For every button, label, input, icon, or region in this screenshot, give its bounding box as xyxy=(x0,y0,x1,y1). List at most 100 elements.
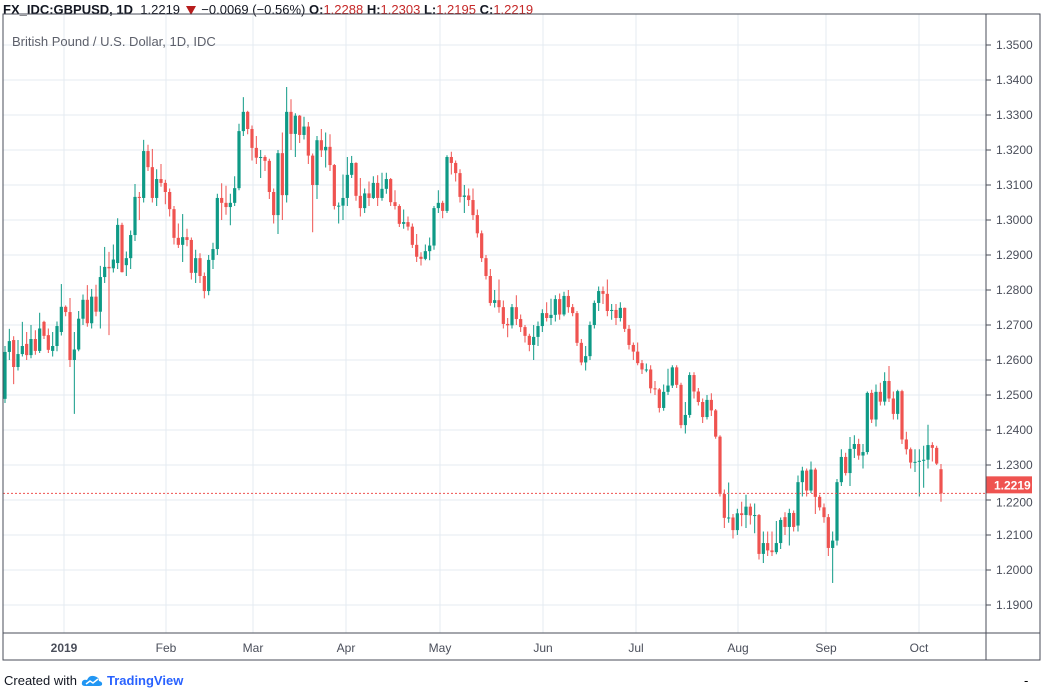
candle-body xyxy=(311,155,315,185)
candle-body xyxy=(142,151,146,198)
price-tick-label: 1.3100 xyxy=(996,178,1033,192)
candle-body xyxy=(33,339,37,351)
candle-body xyxy=(285,111,289,196)
candle-body xyxy=(16,354,20,367)
tradingview-brand[interactable]: TradingView xyxy=(106,673,184,688)
last-price-badge xyxy=(986,476,1032,494)
candle-body xyxy=(415,244,419,257)
candle-body xyxy=(358,195,362,209)
candle-body xyxy=(584,356,588,363)
candle-body xyxy=(267,160,271,192)
candle-body xyxy=(566,295,570,308)
candle-body xyxy=(406,222,410,227)
candle-body xyxy=(3,351,7,399)
candle-body xyxy=(688,375,692,415)
candle-body xyxy=(852,444,856,449)
chart-frame xyxy=(2,13,1041,661)
triangle-down-icon xyxy=(185,6,196,15)
high-value: 1.2303 xyxy=(380,2,421,17)
candle-body xyxy=(302,126,306,135)
candle-body xyxy=(787,512,791,527)
candle-body xyxy=(428,245,432,252)
price-tick-label: 1.2800 xyxy=(996,283,1033,297)
candle-body xyxy=(493,300,497,303)
candlestick-chart[interactable]: 1.3500 1.3400 1.3300 1.3200 1.3100 1.3000 1.29… xyxy=(0,0,1048,668)
symbol-header: FX_IDC:GBPUSD, 1D 1.2219 −0.0069 (−0.56%… xyxy=(3,2,533,17)
candle-body xyxy=(228,202,232,208)
candle-body xyxy=(376,182,380,198)
time-tick-label: Sep xyxy=(815,641,837,655)
candle-body xyxy=(904,439,908,450)
candle-body xyxy=(7,341,11,352)
candle-body xyxy=(272,192,276,216)
candle-body xyxy=(649,369,653,389)
price-tick-label: 1.1900 xyxy=(996,598,1033,612)
candle-body xyxy=(575,313,579,343)
candle-body xyxy=(783,517,787,527)
candle-body xyxy=(597,291,601,303)
candle-body xyxy=(735,513,739,531)
candle-body xyxy=(72,349,76,360)
candle-body xyxy=(293,115,297,134)
candle-body xyxy=(488,276,492,303)
time-tick-label: Oct xyxy=(910,641,929,655)
candle-body xyxy=(20,346,24,355)
candle-body xyxy=(601,291,605,294)
candle-body xyxy=(198,258,202,276)
price-tick-label: 1.3300 xyxy=(996,108,1033,122)
candle-body xyxy=(930,445,934,448)
candle-body xyxy=(306,126,310,156)
candle-body xyxy=(553,299,557,315)
candle-body xyxy=(241,111,245,132)
candle-body xyxy=(878,391,882,402)
candle-body xyxy=(809,469,813,491)
candle-body xyxy=(519,319,523,328)
tradingview-cloud-icon xyxy=(81,675,103,686)
close-value: 1.2219 xyxy=(493,2,534,17)
candle-body xyxy=(675,367,679,385)
candle-body xyxy=(137,196,141,198)
candle-body xyxy=(224,202,228,208)
candle-body xyxy=(38,328,42,351)
candle-body xyxy=(653,388,657,390)
candle-body xyxy=(250,129,254,148)
candle-body xyxy=(618,307,622,318)
candle-body xyxy=(917,460,921,462)
candle-body xyxy=(81,299,85,319)
candle-body xyxy=(436,202,440,209)
footer-dash: - xyxy=(1024,673,1029,688)
time-tick-label: Apr xyxy=(337,641,356,655)
footer: Created with TradingView xyxy=(4,673,183,688)
price-tick-label: 1.2500 xyxy=(996,388,1033,402)
candle-body xyxy=(610,309,614,311)
candle-body xyxy=(103,266,107,278)
candle-body xyxy=(670,367,674,386)
candle-body xyxy=(328,146,332,166)
candle-body xyxy=(337,205,341,207)
candle-body xyxy=(506,323,510,326)
close-label: C: xyxy=(479,2,494,17)
candle-body xyxy=(896,391,900,414)
candle-body xyxy=(480,233,484,259)
candle-body xyxy=(475,215,479,234)
price-change: −0.0069 (−0.56%) xyxy=(201,2,306,17)
candle-body xyxy=(64,306,68,313)
candle-body xyxy=(770,550,774,553)
price-tick-label: 1.2400 xyxy=(996,423,1033,437)
time-tick-label: Mar xyxy=(243,641,264,655)
candle-body xyxy=(722,494,726,518)
candle-body xyxy=(744,506,748,516)
candle-body xyxy=(779,519,783,544)
candle-body xyxy=(215,197,219,250)
candle-body xyxy=(176,237,180,245)
candle-body xyxy=(25,343,29,356)
candle-body xyxy=(85,299,89,324)
candle-body xyxy=(718,436,722,495)
candle-body xyxy=(389,179,393,203)
candle-body xyxy=(423,251,427,259)
candle-body xyxy=(748,506,752,516)
candle-body xyxy=(727,517,731,519)
candle-body xyxy=(458,173,462,197)
candle-body xyxy=(471,200,475,216)
candle-body xyxy=(753,515,757,517)
